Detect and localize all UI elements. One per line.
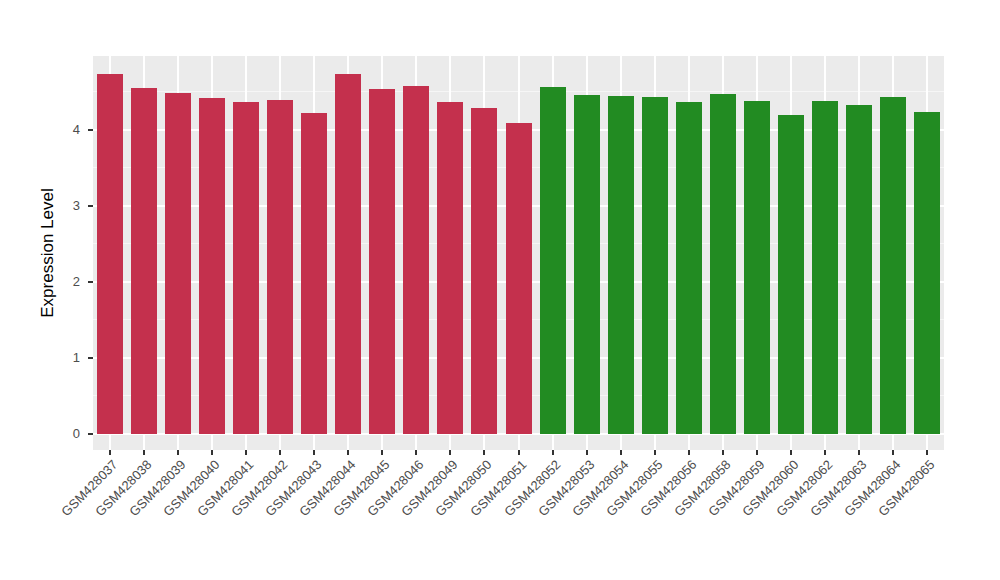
bar-GSM428037 bbox=[97, 74, 123, 434]
x-tick bbox=[109, 450, 111, 455]
bar-GSM428064 bbox=[880, 97, 906, 434]
y-tick bbox=[88, 129, 93, 131]
y-axis-tick-label: 3 bbox=[40, 198, 80, 214]
x-tick bbox=[790, 450, 792, 455]
bar-GSM428042 bbox=[267, 100, 293, 434]
x-tick bbox=[892, 450, 894, 455]
bar-GSM428059 bbox=[744, 101, 770, 434]
bar-GSM428056 bbox=[676, 102, 702, 434]
y-axis-tick-label: 4 bbox=[40, 122, 80, 138]
y-tick bbox=[88, 205, 93, 207]
x-tick bbox=[824, 450, 826, 455]
plot-panel bbox=[93, 56, 944, 450]
x-tick bbox=[722, 450, 724, 455]
bar-GSM428049 bbox=[437, 102, 463, 434]
x-tick bbox=[279, 450, 281, 455]
bar-GSM428063 bbox=[846, 105, 872, 434]
x-tick bbox=[245, 450, 247, 455]
x-tick bbox=[654, 450, 656, 455]
bar-GSM428051 bbox=[506, 123, 532, 434]
x-tick bbox=[347, 450, 349, 455]
y-tick bbox=[88, 433, 93, 435]
bar-GSM428055 bbox=[642, 97, 668, 434]
y-axis-tick-label: 1 bbox=[40, 350, 80, 366]
x-tick bbox=[313, 450, 315, 455]
bar-GSM428038 bbox=[131, 88, 157, 434]
expression-bar-chart: Expression Level 01234GSM428037GSM428038… bbox=[0, 0, 1000, 580]
x-tick bbox=[211, 450, 213, 455]
bar-GSM428040 bbox=[199, 98, 225, 434]
y-axis-tick-label: 0 bbox=[40, 426, 80, 442]
bar-GSM428060 bbox=[778, 115, 804, 434]
x-tick bbox=[483, 450, 485, 455]
y-axis-tick-label: 2 bbox=[40, 274, 80, 290]
x-tick bbox=[586, 450, 588, 455]
y-tick bbox=[88, 357, 93, 359]
bar-GSM428039 bbox=[165, 93, 191, 435]
x-tick bbox=[620, 450, 622, 455]
x-tick bbox=[381, 450, 383, 455]
bar-GSM428065 bbox=[914, 112, 940, 434]
x-tick bbox=[926, 450, 928, 455]
x-tick bbox=[518, 450, 520, 455]
x-tick bbox=[552, 450, 554, 455]
bar-GSM428044 bbox=[335, 74, 361, 434]
bar-GSM428043 bbox=[301, 113, 327, 434]
bar-GSM428052 bbox=[540, 87, 566, 434]
x-tick bbox=[143, 450, 145, 455]
x-tick bbox=[858, 450, 860, 455]
bar-GSM428062 bbox=[812, 101, 838, 434]
bar-GSM428050 bbox=[471, 108, 497, 434]
x-tick bbox=[415, 450, 417, 455]
x-tick bbox=[688, 450, 690, 455]
x-tick bbox=[756, 450, 758, 455]
x-tick bbox=[177, 450, 179, 455]
bar-GSM428054 bbox=[608, 96, 634, 434]
x-tick bbox=[449, 450, 451, 455]
bar-GSM428041 bbox=[233, 102, 259, 434]
bar-GSM428053 bbox=[574, 95, 600, 434]
bar-GSM428045 bbox=[369, 89, 395, 434]
y-tick bbox=[88, 281, 93, 283]
bar-GSM428046 bbox=[403, 86, 429, 434]
bar-GSM428058 bbox=[710, 94, 736, 434]
